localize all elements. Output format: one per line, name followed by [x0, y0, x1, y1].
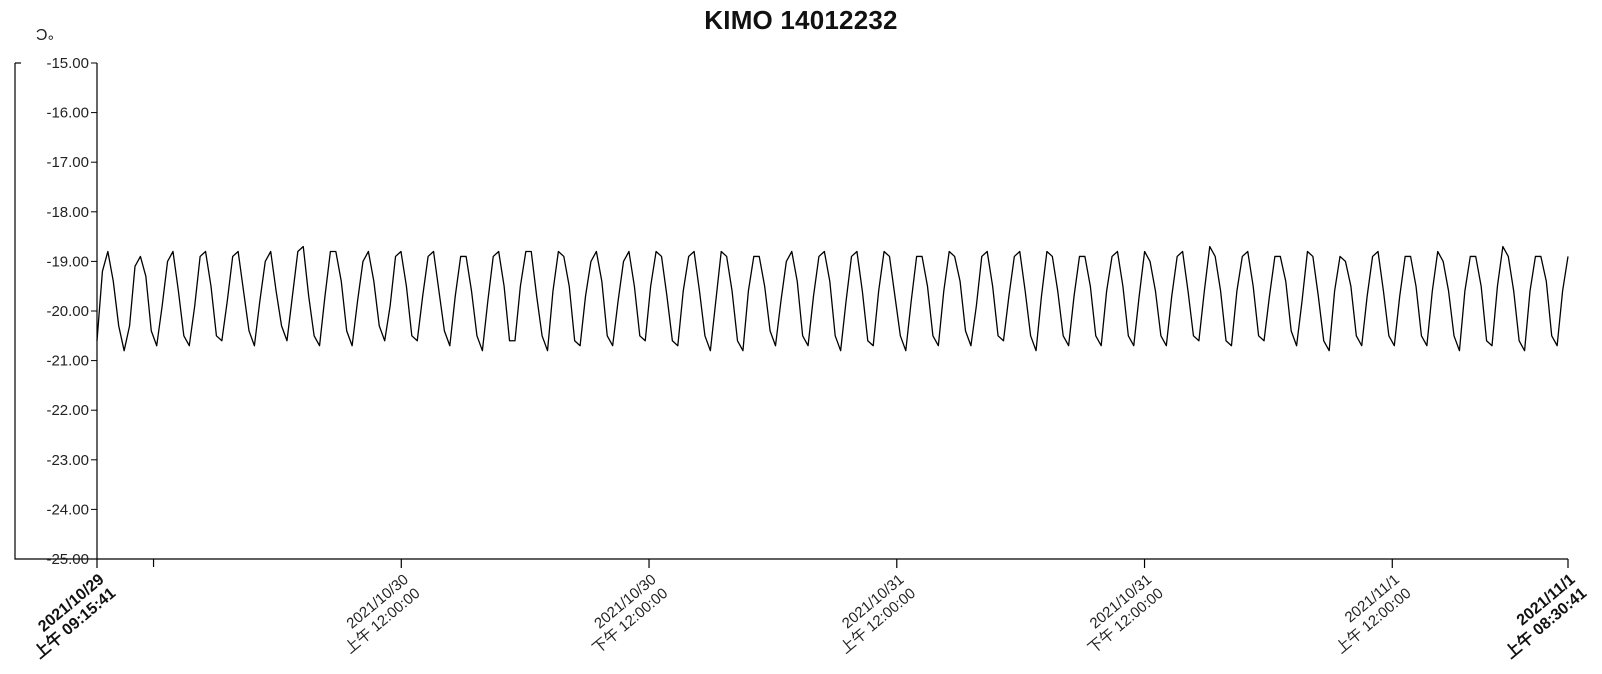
y-tick-label: -23.00	[46, 452, 89, 469]
y-tick: -22.00	[46, 402, 97, 419]
y-tick: -19.00	[46, 253, 97, 270]
y-tick: -15.00	[46, 55, 97, 72]
y-tick-label: -19.00	[46, 253, 89, 270]
y-tick: -24.00	[46, 501, 97, 518]
y-tick: -23.00	[46, 452, 97, 469]
y-tick-label: -24.00	[46, 501, 89, 518]
x-tick-label: 2021/11/1上午 12:00:00	[1333, 571, 1415, 657]
y-tick-label: -21.00	[46, 353, 89, 370]
y-axis-bracket	[14, 63, 97, 560]
y-tick-label: -25.00	[46, 551, 89, 568]
y-tick: -20.00	[46, 303, 97, 320]
chart-title: KIMO 14012232	[704, 5, 898, 35]
chart-axes	[14, 62, 1568, 560]
y-tick-label: -20.00	[46, 303, 89, 320]
x-tick-label: 2021/11/1上午 08:30:41	[1501, 571, 1590, 662]
y-tick: -17.00	[46, 154, 97, 171]
y-axis-ticks: -15.00 -16.00 -17.00 -18.00 -19.00 -20.00 -21.…	[46, 55, 97, 568]
y-tick-label: -15.00	[46, 55, 89, 72]
y-tick: -25.00	[46, 551, 97, 568]
plot-area	[96, 245, 1569, 352]
series-line	[96, 245, 1569, 352]
y-tick-label: -17.00	[46, 154, 89, 171]
y-tick: -16.00	[46, 105, 97, 122]
y-tick-label: -18.00	[46, 204, 89, 221]
y-tick-label: -22.00	[46, 402, 89, 419]
y-tick: -18.00	[46, 204, 97, 221]
y-tick: -21.00	[46, 353, 97, 370]
y-tick-label: -16.00	[46, 105, 89, 122]
